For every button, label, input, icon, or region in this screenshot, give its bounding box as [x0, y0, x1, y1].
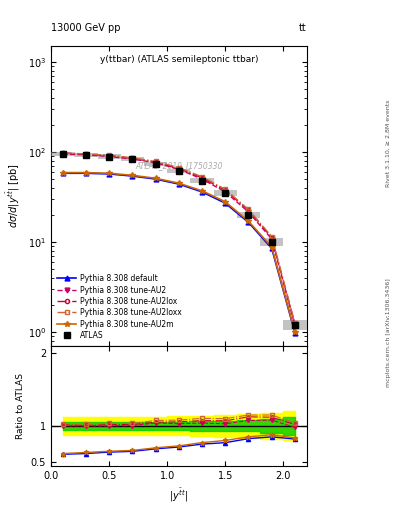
Pythia 8.308 tune-AU2m: [200, 188, 204, 194]
Pythia 8.308 tune-AU2lox: [107, 153, 112, 159]
Pythia 8.308 default: [292, 330, 297, 336]
Text: y(ttbar) (ATLAS semileptonic ttbar): y(ttbar) (ATLAS semileptonic ttbar): [99, 55, 258, 64]
Pythia 8.308 default: [200, 189, 204, 195]
Bar: [74, 153, 97, 157]
Line: Pythia 8.308 tune-AU2: Pythia 8.308 tune-AU2: [60, 152, 298, 328]
Pythia 8.308 tune-AU2m: [176, 180, 181, 186]
Pythia 8.308 tune-AU2loxx: [130, 155, 135, 161]
Bar: [237, 212, 260, 218]
X-axis label: $|y^{\bar{t}t}|$: $|y^{\bar{t}t}|$: [169, 486, 188, 504]
Pythia 8.308 default: [84, 170, 88, 176]
Pythia 8.308 tune-AU2m: [292, 329, 297, 335]
Pythia 8.308 tune-AU2m: [223, 199, 228, 205]
Pythia 8.308 tune-AU2loxx: [107, 152, 112, 158]
Pythia 8.308 tune-AU2lox: [61, 150, 65, 156]
Pythia 8.308 tune-AU2loxx: [292, 320, 297, 326]
Text: 13000 GeV pp: 13000 GeV pp: [51, 23, 121, 33]
Pythia 8.308 tune-AU2lox: [84, 152, 88, 158]
Pythia 8.308 default: [269, 245, 274, 251]
Pythia 8.308 tune-AU2lox: [269, 234, 274, 241]
Pythia 8.308 tune-AU2: [292, 323, 297, 329]
Pythia 8.308 tune-AU2loxx: [84, 151, 88, 157]
Bar: [260, 238, 283, 246]
Pythia 8.308 tune-AU2: [153, 160, 158, 166]
Pythia 8.308 tune-AU2loxx: [61, 150, 65, 156]
Text: Rivet 3.1.10, ≥ 2.8M events: Rivet 3.1.10, ≥ 2.8M events: [386, 100, 391, 187]
Pythia 8.308 tune-AU2lox: [223, 187, 228, 194]
Line: Pythia 8.308 default: Pythia 8.308 default: [60, 171, 298, 335]
Y-axis label: $d\sigma / d|y^{t\bar{t}}|$ [pb]: $d\sigma / d|y^{t\bar{t}}|$ [pb]: [5, 164, 22, 228]
Pythia 8.308 tune-AU2m: [130, 172, 135, 178]
Pythia 8.308 tune-AU2m: [107, 170, 112, 176]
Pythia 8.308 tune-AU2lox: [176, 165, 181, 172]
Pythia 8.308 tune-AU2lox: [200, 175, 204, 181]
Pythia 8.308 default: [130, 173, 135, 179]
Pythia 8.308 tune-AU2m: [61, 169, 65, 176]
Pythia 8.308 tune-AU2loxx: [200, 174, 204, 180]
Pythia 8.308 tune-AU2: [223, 189, 228, 195]
Bar: [144, 162, 167, 166]
Pythia 8.308 tune-AU2lox: [246, 207, 251, 214]
Bar: [121, 157, 144, 161]
Pythia 8.308 tune-AU2: [269, 236, 274, 242]
Pythia 8.308 tune-AU2: [107, 154, 112, 160]
Pythia 8.308 tune-AU2: [84, 152, 88, 158]
Pythia 8.308 tune-AU2loxx: [246, 206, 251, 212]
Pythia 8.308 default: [223, 200, 228, 206]
Legend: Pythia 8.308 default, Pythia 8.308 tune-AU2, Pythia 8.308 tune-AU2lox, Pythia 8.: Pythia 8.308 default, Pythia 8.308 tune-…: [55, 272, 184, 342]
Pythia 8.308 tune-AU2lox: [292, 321, 297, 327]
Pythia 8.308 tune-AU2m: [84, 169, 88, 176]
Pythia 8.308 tune-AU2: [61, 151, 65, 157]
Bar: [167, 168, 191, 173]
Pythia 8.308 tune-AU2loxx: [269, 233, 274, 240]
Line: Pythia 8.308 tune-AU2m: Pythia 8.308 tune-AU2m: [60, 170, 298, 335]
Pythia 8.308 default: [153, 176, 158, 182]
Bar: [191, 178, 214, 183]
Pythia 8.308 tune-AU2: [130, 156, 135, 162]
Pythia 8.308 tune-AU2m: [246, 218, 251, 224]
Bar: [283, 321, 307, 330]
Y-axis label: Ratio to ATLAS: Ratio to ATLAS: [16, 373, 25, 439]
Pythia 8.308 tune-AU2: [200, 176, 204, 182]
Pythia 8.308 default: [246, 219, 251, 225]
Pythia 8.308 tune-AU2loxx: [176, 164, 181, 170]
Pythia 8.308 default: [176, 181, 181, 187]
Line: Pythia 8.308 tune-AU2loxx: Pythia 8.308 tune-AU2loxx: [61, 151, 297, 326]
Pythia 8.308 tune-AU2m: [153, 175, 158, 181]
Pythia 8.308 tune-AU2lox: [153, 159, 158, 165]
Pythia 8.308 tune-AU2m: [269, 244, 274, 250]
Text: mcplots.cern.ch [arXiv:1306.3436]: mcplots.cern.ch [arXiv:1306.3436]: [386, 279, 391, 387]
Pythia 8.308 default: [61, 170, 65, 176]
Bar: [51, 152, 74, 156]
Text: tt: tt: [299, 23, 307, 33]
Pythia 8.308 default: [107, 171, 112, 177]
Pythia 8.308 tune-AU2lox: [130, 155, 135, 161]
Bar: [214, 190, 237, 196]
Line: Pythia 8.308 tune-AU2lox: Pythia 8.308 tune-AU2lox: [61, 151, 297, 326]
Text: ATLAS_2019_I1750330: ATLAS_2019_I1750330: [135, 161, 222, 170]
Pythia 8.308 tune-AU2: [246, 209, 251, 215]
Pythia 8.308 tune-AU2: [176, 166, 181, 173]
Pythia 8.308 tune-AU2loxx: [153, 158, 158, 164]
Bar: [97, 155, 121, 159]
Pythia 8.308 tune-AU2loxx: [223, 186, 228, 193]
